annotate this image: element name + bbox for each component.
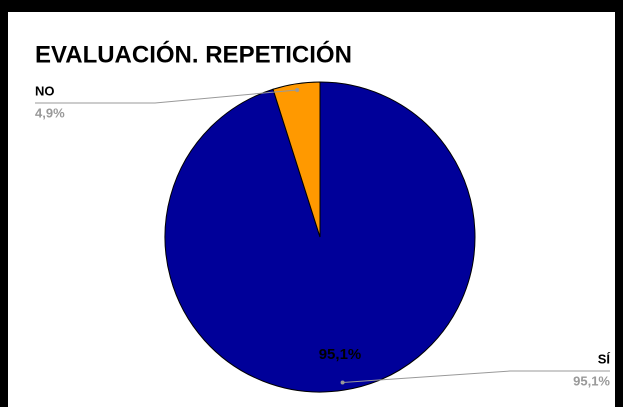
value-label: 4,9%: [35, 105, 65, 120]
slice-label: 95,1%: [319, 346, 362, 363]
leader-line: [342, 370, 610, 384]
legend-label: SÍ: [598, 351, 611, 366]
legend-label: NO: [35, 83, 55, 98]
chart-title: EVALUACIÓN. REPETICIÓN: [35, 40, 352, 68]
leader-dot: [340, 380, 345, 385]
value-label: 95,1%: [573, 373, 610, 388]
pie-slice: [272, 81, 321, 238]
leader-dot: [295, 87, 300, 92]
leader-line: [35, 89, 298, 104]
